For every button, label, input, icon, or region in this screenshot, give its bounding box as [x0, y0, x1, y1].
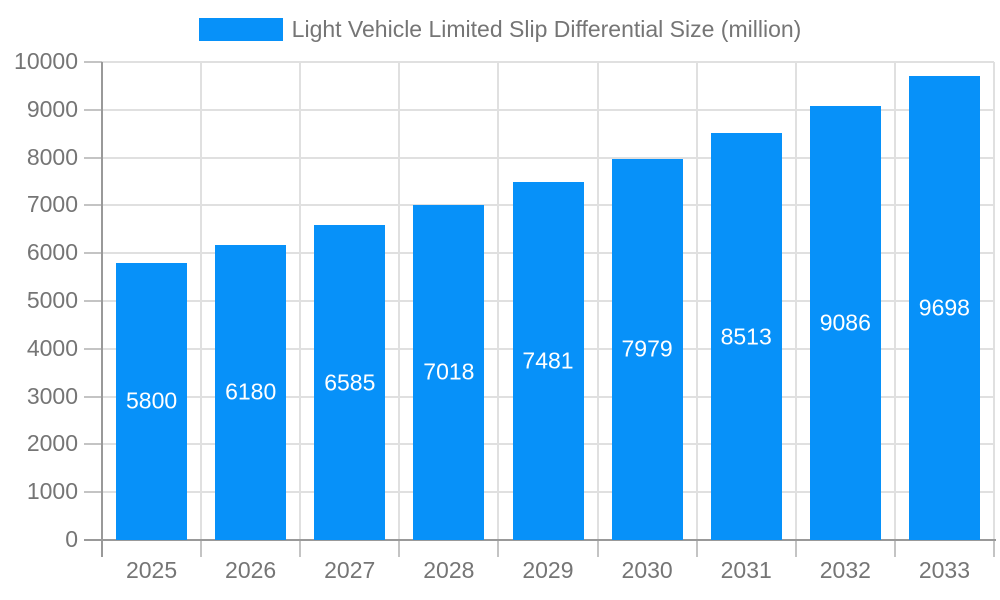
x-axis-label: 2033: [918, 557, 971, 583]
x-gridline: [497, 62, 500, 540]
bar-value-label: 8513: [720, 323, 772, 349]
x-gridline: [993, 62, 995, 540]
x-axis-label: 2025: [125, 557, 178, 583]
x-gridline: [596, 62, 599, 540]
y-axis-line: [101, 62, 103, 557]
x-gridline: [299, 62, 302, 540]
x-gridline: [695, 62, 698, 540]
y-tick: [84, 61, 102, 63]
y-gridline: [102, 108, 994, 111]
y-axis-label: 8000: [26, 143, 78, 170]
y-tick: [84, 395, 102, 398]
y-axis-label: 7000: [26, 191, 78, 218]
y-axis-label: 0: [65, 525, 78, 552]
y-axis-label: 9000: [26, 95, 78, 122]
y-tick: [84, 347, 102, 350]
bar-value-label: 7018: [423, 358, 475, 385]
bar[interactable]: [215, 244, 287, 540]
y-axis-label: 6000: [26, 239, 78, 266]
x-axis-label: 2031: [720, 557, 772, 583]
y-tick: [84, 156, 102, 159]
y-axis-label: 5000: [26, 286, 78, 313]
x-tick: [695, 540, 698, 557]
bar[interactable]: [314, 225, 386, 540]
bar-value-label: 5800: [126, 387, 178, 414]
y-axis-label: 2000: [26, 430, 78, 457]
bar[interactable]: [710, 133, 782, 540]
x-tick: [200, 540, 203, 557]
y-tick: [84, 252, 102, 255]
x-axis-label: 2027: [324, 557, 376, 583]
x-gridline: [794, 62, 797, 540]
x-tick: [596, 540, 599, 557]
x-gridline: [398, 62, 401, 540]
bar[interactable]: [116, 262, 188, 540]
y-tick: [84, 300, 102, 302]
x-axis-label: 2030: [621, 557, 673, 583]
y-axis-label: 3000: [26, 382, 78, 409]
legend-swatch: [198, 18, 283, 41]
x-axis-label: 2028: [423, 557, 475, 583]
x-tick: [794, 540, 797, 557]
x-tick: [299, 540, 302, 557]
y-tick: [84, 491, 102, 494]
bar-value-label: 9698: [918, 294, 970, 321]
legend-item[interactable]: Light Vehicle Limited Slip Differential …: [0, 16, 1000, 43]
x-gridline: [893, 62, 896, 540]
y-gridline: [102, 61, 994, 63]
bar[interactable]: [611, 158, 683, 540]
y-tick: [84, 108, 102, 111]
bar-value-label: 7481: [522, 347, 574, 374]
x-tick: [993, 540, 995, 557]
bar[interactable]: [908, 76, 980, 540]
x-tick: [497, 540, 500, 557]
x-tick: [893, 540, 896, 557]
bar-value-label: 6585: [324, 369, 376, 396]
y-gridline: [102, 156, 994, 159]
bar-value-label: 7979: [621, 335, 673, 362]
bar-value-label: 6180: [225, 378, 277, 405]
legend-label: Light Vehicle Limited Slip Differential …: [291, 16, 802, 42]
x-gridline: [200, 62, 203, 540]
bar[interactable]: [809, 105, 881, 540]
bar[interactable]: [512, 182, 584, 540]
x-axis-line: [84, 539, 996, 541]
y-axis-label: 10000: [14, 47, 78, 74]
bar[interactable]: [413, 204, 485, 540]
x-tick: [398, 540, 401, 557]
y-tick: [84, 443, 102, 446]
y-axis-label: 4000: [26, 334, 78, 361]
x-axis-label: 2029: [522, 557, 574, 583]
x-axis-label: 2032: [819, 557, 871, 583]
bar-value-label: 9086: [819, 309, 871, 336]
y-axis-label: 1000: [26, 478, 78, 505]
y-tick: [84, 204, 102, 207]
x-axis-label: 2026: [225, 557, 277, 583]
